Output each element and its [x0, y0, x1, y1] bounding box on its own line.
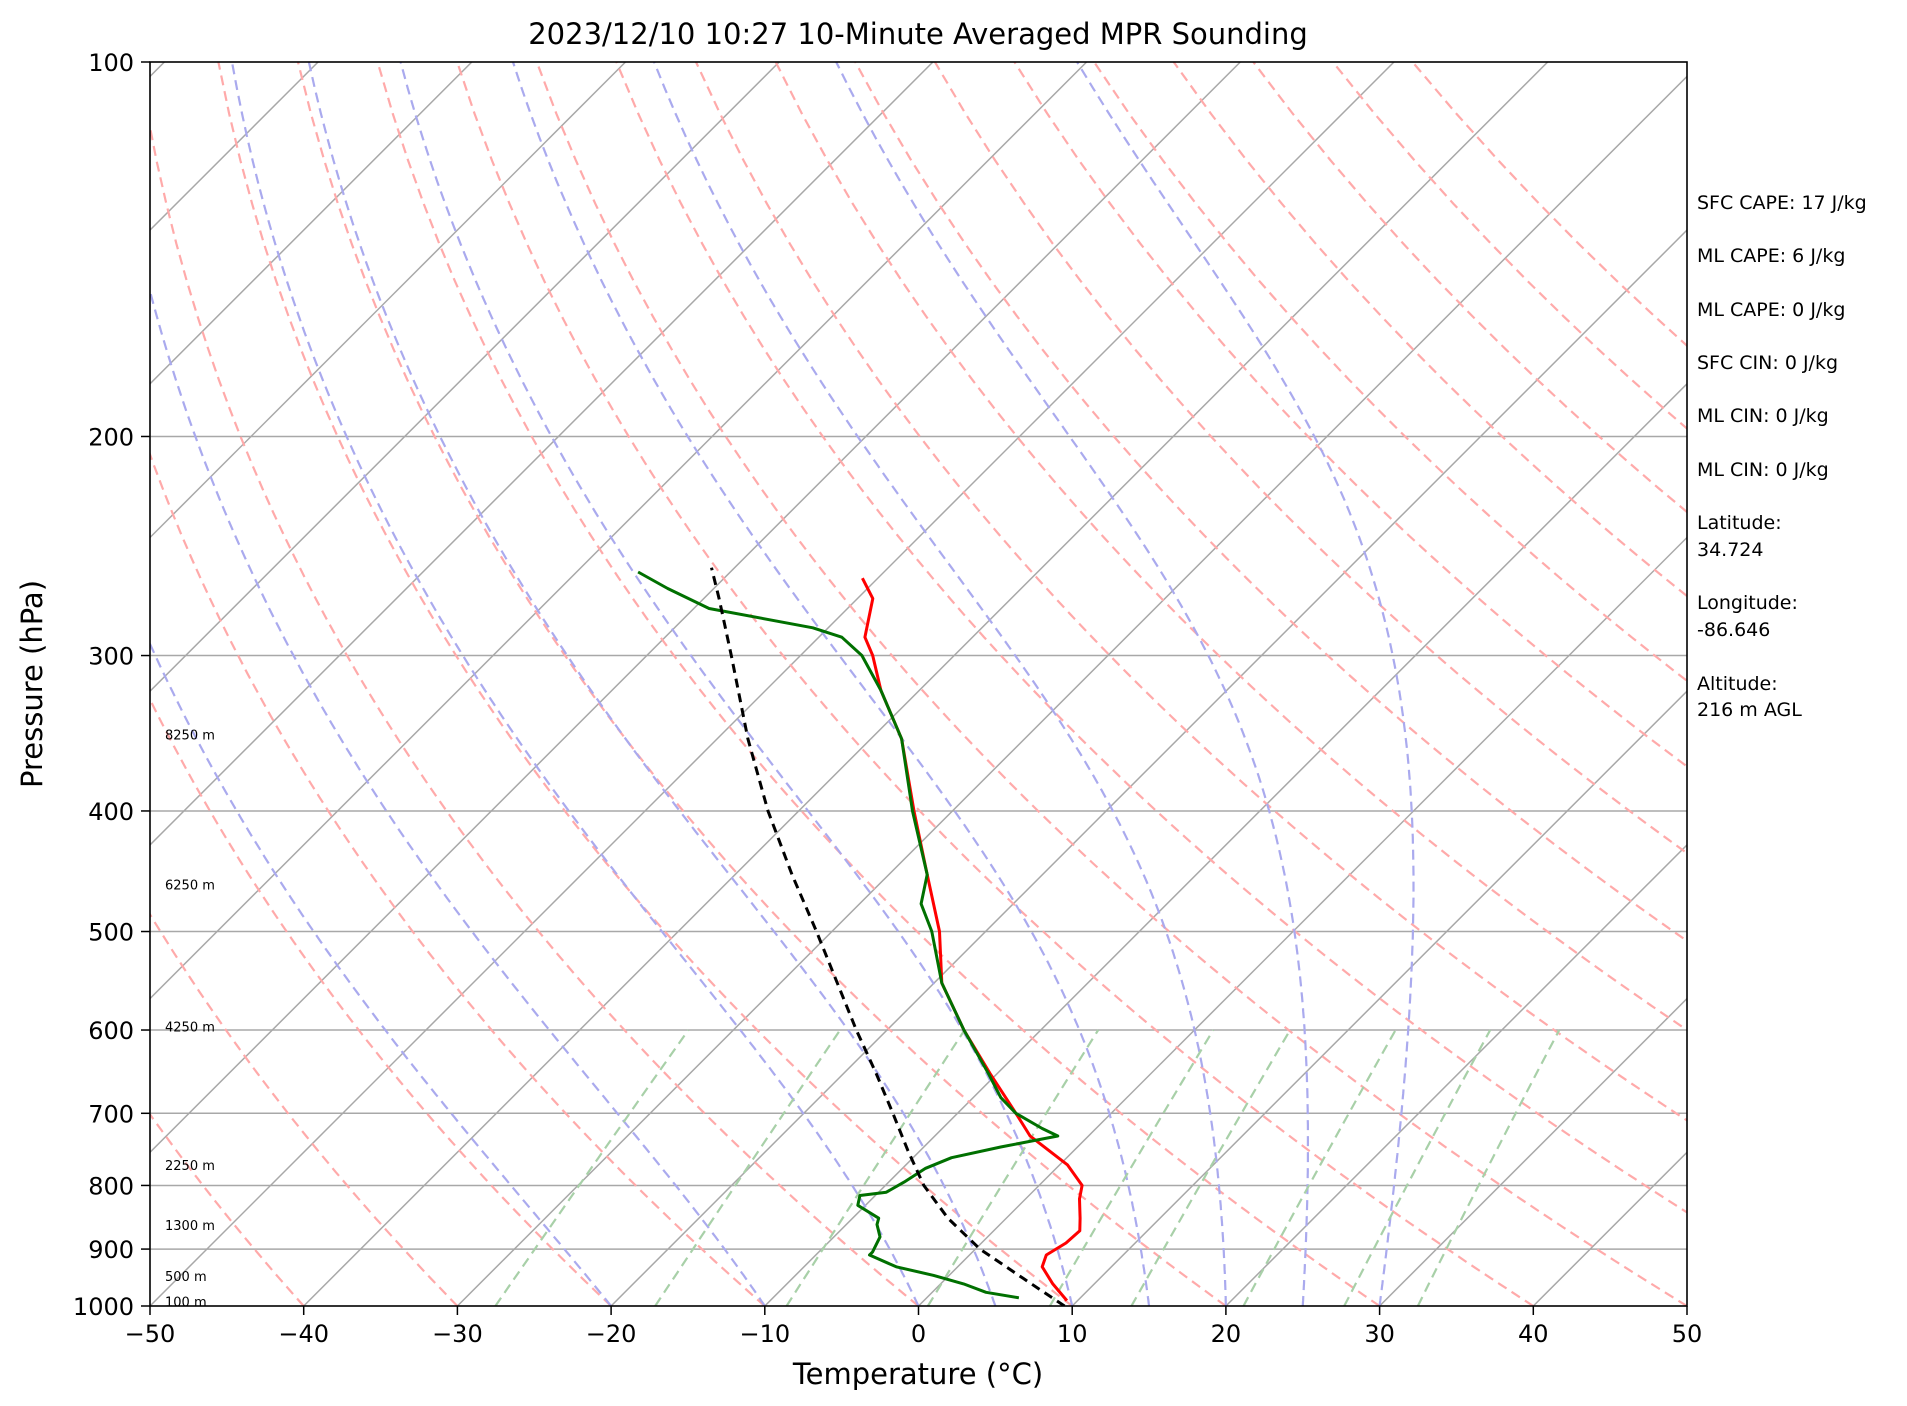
- y-tick-label: 900: [88, 1236, 134, 1264]
- height-label: 100 m: [165, 1296, 207, 1311]
- x-tick-label: 30: [1364, 1320, 1395, 1348]
- mixing-ratio-line: [1242, 1029, 1397, 1306]
- sounding-info-panel: SFC CAPE: 17 J/kg ML CAPE: 6 J/kg ML CAPE:…: [1697, 192, 1867, 721]
- moist-adiabat-line: [399, 62, 1074, 1306]
- moist-adiabat-line: [511, 62, 1151, 1306]
- mixing-ratio-line: [494, 1029, 690, 1306]
- height-labels: 100 m 500 m 1300 m 2250 m 4250 m 6250 m 8250 m: [165, 729, 215, 1311]
- y-tick-label: 600: [88, 1017, 134, 1045]
- info-annotation: 34.724: [1697, 539, 1763, 561]
- x-axis-ticks: −50 −40 −30 −20 −10 0 10 20 30 40 50: [125, 1306, 1703, 1348]
- dry-adiabat-line: [535, 62, 1687, 1306]
- dry-adiabat-line: [615, 62, 1687, 1214]
- info-annotation: -86.646: [1697, 619, 1770, 641]
- isotherm-line: [764, 382, 1687, 1306]
- info-annotation: ML CIN: 0 J/kg: [1697, 405, 1829, 427]
- mixing-ratio-line: [926, 1029, 1100, 1306]
- isotherm-line: [150, 62, 934, 846]
- x-axis-title: Temperature (°C): [792, 1357, 1043, 1391]
- x-tick-label: −50: [125, 1320, 176, 1348]
- y-axis-ticks: 100 200 300 400 500 600 700 800 900 1000: [73, 49, 150, 1321]
- parcel-path: [710, 567, 1066, 1306]
- x-tick-label: 20: [1211, 1320, 1242, 1348]
- sounding-profiles: [637, 567, 1084, 1306]
- height-label: 4250 m: [165, 1020, 215, 1035]
- dry-adiabat-line: [150, 1112, 305, 1306]
- info-annotation: Longitude:: [1697, 592, 1798, 614]
- x-tick-label: −20: [586, 1320, 637, 1348]
- moist-adiabat-line: [307, 62, 997, 1306]
- mixing-ratio-line: [785, 1029, 966, 1306]
- moist-adiabat-line: [653, 62, 1227, 1306]
- dry-adiabat-line: [150, 451, 766, 1306]
- height-label: 1300 m: [165, 1219, 215, 1234]
- dry-adiabat-line: [695, 62, 1687, 1122]
- chart-title: 2023/12/10 10:27 10-Minute Averaged MPR …: [528, 17, 1308, 51]
- height-label: 8250 m: [165, 729, 215, 744]
- y-tick-label: 1000: [73, 1293, 134, 1321]
- dry-adiabat-line: [150, 912, 459, 1306]
- moist-adiabat-line: [150, 641, 612, 1306]
- isotherm-line: [917, 536, 1687, 1306]
- dry-adiabat-line: [217, 62, 1073, 1306]
- dry-adiabat-line: [150, 121, 920, 1306]
- isotherm-line: [1225, 843, 1687, 1306]
- isotherm-line: [1379, 997, 1687, 1306]
- dry-adiabat-line: [150, 696, 612, 1306]
- info-annotation: Altitude:: [1697, 673, 1778, 695]
- x-tick-label: 0: [911, 1320, 926, 1348]
- mixing-ratio-line: [1416, 1029, 1561, 1306]
- isotherm-line: [150, 62, 780, 693]
- dry-adiabat-line: [1093, 62, 1687, 683]
- x-tick-label: −30: [432, 1320, 483, 1348]
- dewpoint-profile: [637, 570, 1060, 1300]
- dry-adiabat-line: [854, 62, 1687, 943]
- background-lines: [150, 62, 1687, 1306]
- y-tick-label: 800: [88, 1172, 134, 1200]
- dry-adiabat-line: [376, 62, 1381, 1306]
- isotherm-line: [150, 62, 473, 385]
- mixing-ratio-line: [654, 1029, 842, 1306]
- y-tick-label: 200: [88, 423, 134, 451]
- y-axis-title: Pressure (hPa): [15, 580, 49, 788]
- y-tick-label: 100: [88, 49, 134, 77]
- mixing-ratio-line: [1343, 1029, 1492, 1306]
- isotherm-line: [610, 229, 1687, 1306]
- moist-adiabat-line: [835, 62, 1309, 1306]
- dry-adiabat-line: [296, 62, 1227, 1306]
- x-tick-label: −10: [739, 1320, 790, 1348]
- x-tick-label: 40: [1518, 1320, 1549, 1348]
- isotherm-line: [150, 62, 1241, 1154]
- height-label: 6250 m: [165, 878, 215, 893]
- y-tick-label: 700: [88, 1100, 134, 1128]
- info-annotation: ML CAPE: 6 J/kg: [1697, 245, 1845, 267]
- info-annotation: 216 m AGL: [1697, 699, 1802, 721]
- info-annotation: SFC CIN: 0 J/kg: [1697, 352, 1838, 374]
- isotherm-line: [150, 62, 1395, 1306]
- dry-adiabat-line: [456, 62, 1534, 1306]
- height-label: 2250 m: [165, 1159, 215, 1174]
- info-annotation: ML CAPE: 0 J/kg: [1697, 299, 1845, 321]
- x-tick-label: 50: [1672, 1320, 1703, 1348]
- height-label: 500 m: [165, 1270, 207, 1285]
- info-annotation: Latitude:: [1697, 512, 1782, 534]
- isotherm-line: [150, 62, 627, 539]
- info-annotation: ML CIN: 0 J/kg: [1697, 459, 1829, 481]
- isotherm-line: [456, 75, 1687, 1306]
- info-annotation: SFC CAPE: 17 J/kg: [1697, 192, 1867, 214]
- moist-adiabat-line: [150, 286, 766, 1306]
- x-tick-label: 10: [1057, 1320, 1088, 1348]
- moist-adiabat-line: [230, 62, 920, 1306]
- x-tick-label: −40: [278, 1320, 329, 1348]
- isotherm-line: [150, 62, 1088, 1000]
- temperature-profile: [861, 577, 1084, 1302]
- y-tick-label: 400: [88, 798, 134, 826]
- isotherm-line: [303, 62, 1549, 1306]
- y-tick-label: 500: [88, 919, 134, 947]
- y-tick-label: 300: [88, 643, 134, 671]
- isotherm-line: [1071, 690, 1687, 1306]
- dry-adiabat-line: [1013, 62, 1687, 768]
